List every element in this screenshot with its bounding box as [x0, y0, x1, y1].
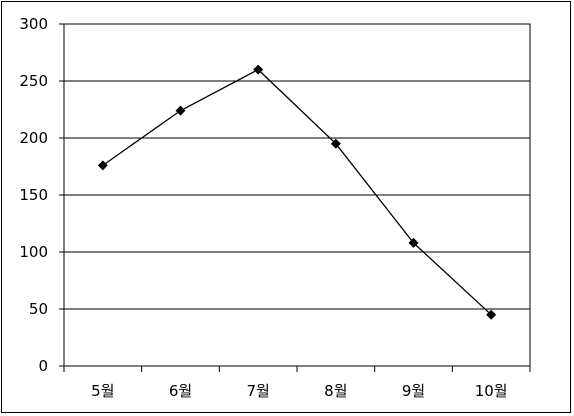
y-tick-label: 250: [19, 72, 48, 90]
gridlines: [63, 23, 531, 367]
series-line: [102, 68, 492, 316]
x-tick-label: 5월: [91, 382, 114, 400]
y-tick-label: 300: [19, 15, 48, 33]
y-tick-label: 0: [38, 357, 48, 375]
data-point-marker: [97, 160, 108, 171]
y-tick-label: 100: [19, 243, 48, 261]
data-point-marker: [486, 309, 497, 320]
data-point-marker: [253, 64, 264, 75]
y-axis: 0 50 100 150 200 250 300: [19, 15, 64, 375]
x-tick-label: 10월: [475, 382, 508, 400]
data-point-marker: [175, 105, 186, 116]
data-point-marker: [330, 138, 341, 149]
x-tick-label: 6월: [169, 382, 192, 400]
y-tick-label: 50: [29, 300, 48, 318]
y-tick-label: 200: [19, 129, 48, 147]
x-tick-label: 7월: [246, 382, 269, 400]
x-axis: 5월 6월 7월 8월 9월 10월: [63, 366, 531, 400]
data-point-marker: [408, 237, 419, 248]
x-tick-label: 8월: [324, 382, 347, 400]
series-layer: [97, 64, 497, 320]
x-tick-label: 9월: [402, 382, 425, 400]
y-tick-label: 150: [19, 186, 48, 204]
